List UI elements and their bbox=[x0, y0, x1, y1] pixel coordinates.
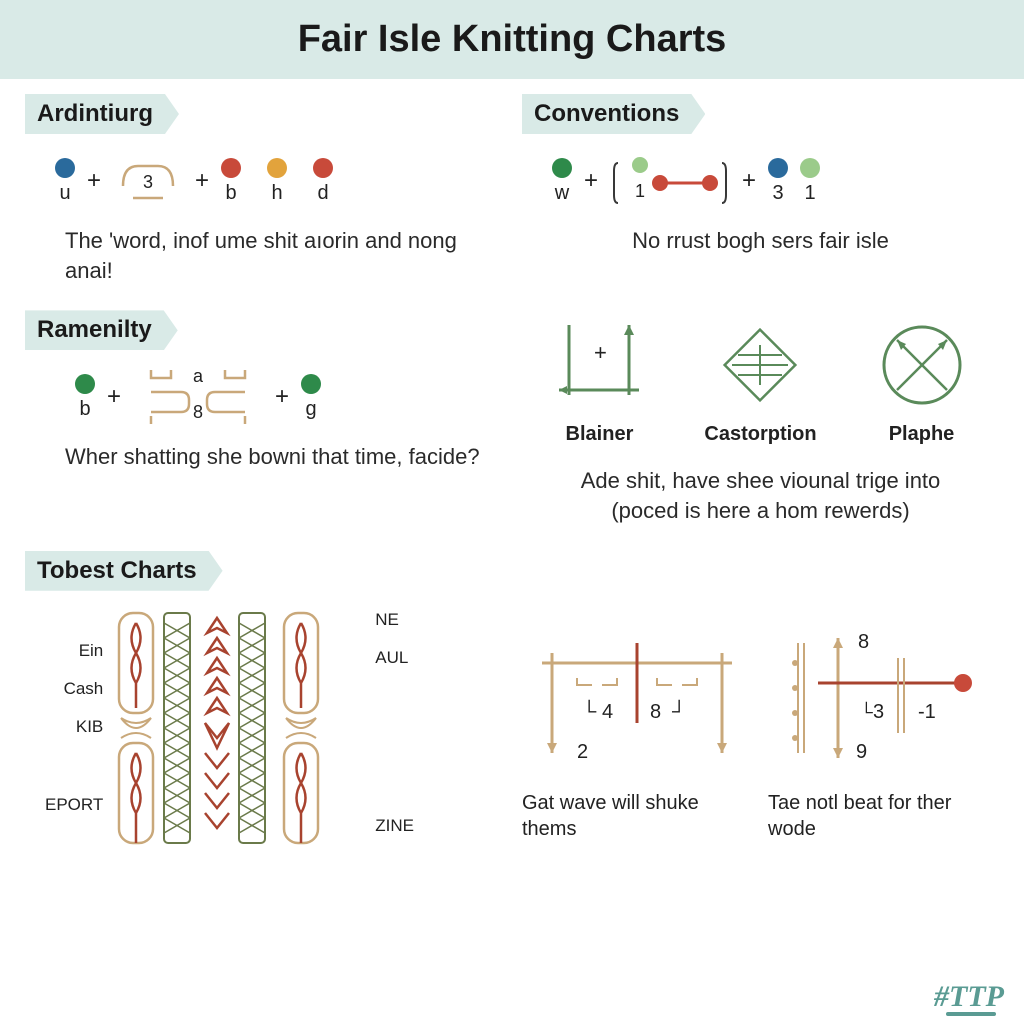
symbol-plaphe: Plaphe bbox=[872, 320, 972, 446]
tae-diagram-icon: 8 └ 3 -1 9 bbox=[768, 623, 978, 773]
dot-3: 3 bbox=[768, 158, 788, 205]
svg-text:a: a bbox=[193, 366, 204, 386]
plus-icon: + bbox=[738, 167, 760, 195]
ramenilty-equation: b + a 8 + g bbox=[25, 362, 502, 432]
symbols-caption: Ade shit, have shee viounal trige into (… bbox=[522, 456, 999, 535]
dot-icon bbox=[313, 158, 333, 178]
panel1-caption: Gat wave will shuke thems bbox=[522, 790, 753, 842]
plus-icon: + bbox=[271, 383, 293, 411]
castorption-icon bbox=[710, 320, 810, 410]
band-left-labels: Ein Cash KIB EPORT bbox=[45, 641, 103, 815]
dot-icon bbox=[221, 158, 241, 178]
heading-conventions: Conventions bbox=[522, 94, 705, 134]
bracket-a8-icon: a 8 bbox=[133, 362, 263, 432]
svg-text:4: 4 bbox=[602, 701, 613, 723]
panel-gat: └ 4 8 ┘ 2 Gat wave will shuke thems bbox=[522, 623, 753, 853]
plaphe-icon bbox=[872, 320, 972, 410]
svg-text:8: 8 bbox=[193, 402, 203, 422]
ardintiurg-caption: The 'word, inof ume shit aıorin and nong… bbox=[25, 216, 502, 295]
dot-icon bbox=[55, 158, 75, 178]
tobest-right: └ 4 8 ┘ 2 Gat wave will shuke thems bbox=[522, 603, 999, 853]
conventions-caption: No rrust bogh sers fair isle bbox=[522, 216, 999, 266]
dot-d: d bbox=[313, 158, 333, 205]
svg-text:┘: ┘ bbox=[672, 699, 686, 723]
svg-text:3: 3 bbox=[873, 701, 884, 723]
dot-g: g bbox=[301, 374, 321, 421]
dot-h: h bbox=[267, 158, 287, 205]
tobest-bands: Ein Cash KIB EPORT bbox=[25, 603, 502, 853]
dot-icon bbox=[768, 158, 788, 178]
svg-text:8: 8 bbox=[650, 701, 661, 723]
bracket-barbell-icon: 1 bbox=[610, 151, 730, 211]
dot-u: u bbox=[55, 158, 75, 205]
dot-icon bbox=[75, 374, 95, 394]
svg-text:└: └ bbox=[582, 699, 597, 723]
conventions-equation: w + 1 + 3 1 bbox=[522, 146, 999, 216]
svg-text:1: 1 bbox=[635, 181, 645, 201]
dot-icon bbox=[800, 158, 820, 178]
plus-icon: + bbox=[83, 167, 105, 195]
panel2-caption: Tae notl beat for ther wode bbox=[768, 790, 999, 842]
svg-text:8: 8 bbox=[858, 631, 869, 653]
ramenilty-caption: Wher shatting she bowni that time, facid… bbox=[25, 432, 502, 482]
heading-tobest: Tobest Charts bbox=[25, 551, 223, 591]
plus-icon: + bbox=[191, 167, 213, 195]
symbol-castorption: Castorption bbox=[704, 320, 816, 446]
section-symbols: + Blainer Castorption bbox=[522, 310, 999, 535]
symbol-blainer: + Blainer bbox=[549, 320, 649, 446]
heading-ardintiurg: Ardintiurg bbox=[25, 94, 179, 134]
heading-ramenilty: Ramenilty bbox=[25, 310, 178, 350]
page-title: Fair Isle Knitting Charts bbox=[0, 18, 1024, 61]
logo-ttp: #TTP bbox=[934, 980, 1004, 1014]
dot-1: 1 bbox=[800, 158, 820, 205]
dot-icon bbox=[267, 158, 287, 178]
svg-text:+: + bbox=[594, 340, 607, 365]
svg-text:-1: -1 bbox=[918, 701, 936, 723]
dot-b: b bbox=[221, 158, 241, 205]
plus-icon: + bbox=[580, 167, 602, 195]
plus-icon: + bbox=[103, 383, 125, 411]
gat-diagram-icon: └ 4 8 ┘ 2 bbox=[522, 623, 752, 773]
content-grid: Ardintiurg u + 3 + b h d bbox=[0, 79, 1024, 858]
title-bar: Fair Isle Knitting Charts bbox=[0, 0, 1024, 79]
knitting-bands-icon bbox=[109, 603, 369, 853]
symbol-row: + Blainer Castorption bbox=[522, 310, 999, 456]
band-right-labels: NE AUL ZINE bbox=[375, 620, 414, 836]
panel-tae: 8 └ 3 -1 9 Tae notl beat for ther wode bbox=[768, 623, 999, 853]
dot-icon bbox=[552, 158, 572, 178]
svg-text:2: 2 bbox=[577, 741, 588, 763]
svg-text:└: └ bbox=[860, 701, 873, 722]
section-tobest: Tobest Charts Ein Cash KIB EPORT bbox=[25, 551, 999, 853]
dot-w: w bbox=[552, 158, 572, 205]
ardintiurg-equation: u + 3 + b h d bbox=[25, 146, 502, 216]
dot-icon bbox=[301, 374, 321, 394]
blainer-icon: + bbox=[549, 320, 649, 410]
svg-text:3: 3 bbox=[143, 172, 153, 192]
section-conventions: Conventions w + 1 + 3 bbox=[522, 94, 999, 295]
dot-b2: b bbox=[75, 374, 95, 421]
bracket-3-icon: 3 bbox=[113, 156, 183, 206]
svg-text:9: 9 bbox=[856, 741, 867, 763]
section-ardintiurg: Ardintiurg u + 3 + b h d bbox=[25, 94, 502, 295]
section-ramenilty: Ramenilty b + a 8 + g Wher s bbox=[25, 310, 502, 535]
